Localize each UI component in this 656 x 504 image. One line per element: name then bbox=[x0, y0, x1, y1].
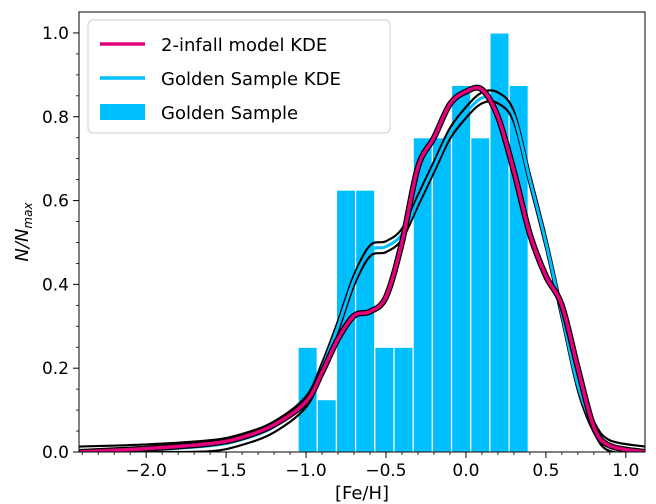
x-tick-label: 0.5 bbox=[532, 461, 559, 481]
legend: 2-infall model KDE Golden Sample KDE Golde… bbox=[87, 19, 391, 134]
infall-kde-line bbox=[79, 85, 645, 452]
x-tick-label: −1.5 bbox=[205, 461, 246, 481]
y-axis-title-main: N/N bbox=[12, 229, 33, 262]
y-axis-title-subscript: max bbox=[21, 202, 35, 229]
x-tick-label: −1.0 bbox=[285, 461, 326, 481]
x-tick-label: −2.0 bbox=[126, 461, 167, 481]
x-axis: −2.0 −1.5 −1.0 −0.5 0.0 0.5 1.0 bbox=[81, 452, 639, 481]
histogram-bar bbox=[450, 84, 472, 452]
histogram-bar bbox=[316, 399, 338, 452]
y-tick-label: 0.8 bbox=[42, 108, 69, 128]
x-axis-title: [Fe/H] bbox=[335, 483, 389, 504]
x-tick-label: 1.0 bbox=[612, 461, 639, 481]
plot-content bbox=[79, 32, 645, 452]
y-tick-label: 0.6 bbox=[42, 192, 69, 212]
histogram-bar bbox=[374, 346, 395, 452]
y-axis-title: N/Nmax bbox=[12, 202, 35, 262]
axes-frame bbox=[78, 11, 646, 453]
y-tick-label: 0.2 bbox=[42, 359, 69, 379]
x-tick-label: 0.0 bbox=[452, 461, 479, 481]
histogram-bar bbox=[470, 137, 491, 452]
plot-area bbox=[79, 32, 645, 452]
legend-patch-swatch bbox=[100, 104, 145, 120]
histogram-bar bbox=[393, 346, 414, 452]
histogram-bar bbox=[355, 189, 376, 452]
x-tick-label: −0.5 bbox=[365, 461, 406, 481]
legend-box bbox=[87, 19, 391, 134]
y-tick-label: 0.0 bbox=[42, 443, 69, 463]
legend-label: Golden Sample KDE bbox=[161, 69, 341, 90]
y-axis: 0.0 0.2 0.4 0.6 0.8 1.0 bbox=[42, 24, 79, 463]
legend-label: 2-infall model KDE bbox=[161, 35, 327, 56]
y-tick-label: 0.4 bbox=[42, 275, 69, 295]
legend-label: Golden Sample bbox=[161, 103, 298, 124]
histogram-bar bbox=[431, 137, 453, 452]
y-tick-label: 1.0 bbox=[42, 24, 69, 44]
